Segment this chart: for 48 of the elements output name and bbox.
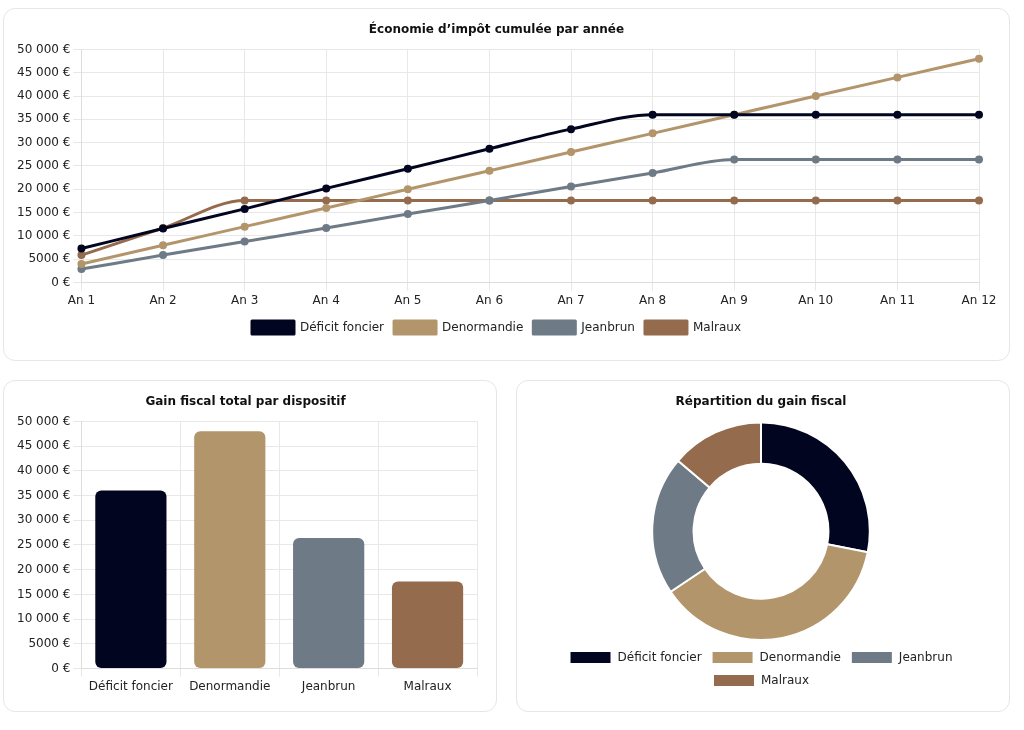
x-tick-label: An 10	[798, 292, 834, 307]
x-tick-label: An 6	[475, 292, 504, 307]
y-tick-label: 0 €	[51, 660, 71, 675]
x-tick-label: An 12	[961, 292, 997, 307]
x-tick-label: An 7	[557, 292, 585, 307]
y-tick-label: 35 000 €	[17, 111, 71, 126]
y-tick-label: 15 000 €	[17, 204, 71, 219]
y-tick-label: 5000 €	[28, 251, 71, 266]
y-tick-label: 15 000 €	[17, 586, 71, 601]
y-tick-label: 40 000 €	[17, 462, 71, 477]
x-tick-label: Jeanbrun	[300, 678, 356, 693]
legend-label: Déficit foncier	[617, 649, 702, 664]
legend-label: Jeanbrun	[580, 319, 635, 334]
x-tick-label: Malraux	[403, 678, 452, 693]
y-tick-label: 45 000 €	[17, 438, 71, 453]
y-tick-label: 50 000 €	[17, 413, 71, 428]
x-tick-label: An 11	[879, 292, 915, 307]
legend-label: Denormandie	[759, 649, 841, 664]
x-tick-label: An 8	[638, 292, 667, 307]
x-tick-label: An 5	[394, 292, 422, 307]
legend-label: Malraux	[692, 319, 742, 334]
x-tick-label: An 9	[720, 292, 748, 307]
y-tick-label: 5000 €	[28, 636, 71, 651]
legend-label: Denormandie	[442, 319, 524, 334]
y-tick-label: 10 000 €	[17, 228, 71, 243]
x-tick-label: Déficit foncier	[88, 678, 173, 693]
y-tick-label: 10 000 €	[17, 611, 71, 626]
y-tick-label: 0 €	[51, 274, 71, 289]
chart-title: Économie d’impôt cumulée par année	[368, 21, 625, 37]
y-tick-label: 40 000 €	[17, 88, 71, 103]
legend-label: Jeanbrun	[897, 649, 953, 664]
y-tick-label: 35 000 €	[17, 487, 71, 502]
legend-label: Déficit foncier	[300, 319, 385, 334]
y-tick-label: 20 000 €	[17, 561, 71, 576]
y-tick-label: 25 000 €	[17, 537, 71, 552]
y-tick-label: 30 000 €	[17, 512, 71, 527]
y-tick-label: 50 000 €	[17, 41, 71, 56]
chart-title: Gain fiscal total par dispositif	[145, 394, 347, 409]
y-tick-label: 30 000 €	[17, 134, 71, 149]
x-tick-label: Denormandie	[189, 678, 271, 693]
x-tick-label: An 4	[312, 292, 340, 307]
y-tick-label: 45 000 €	[17, 64, 71, 79]
x-tick-label: An 2	[149, 292, 177, 307]
x-tick-label: An 3	[231, 292, 259, 307]
x-tick-label: An 1	[67, 292, 96, 307]
y-tick-label: 25 000 €	[17, 158, 71, 173]
y-tick-label: 20 000 €	[17, 181, 71, 196]
chart-title: Répartition du gain fiscal	[675, 394, 847, 409]
